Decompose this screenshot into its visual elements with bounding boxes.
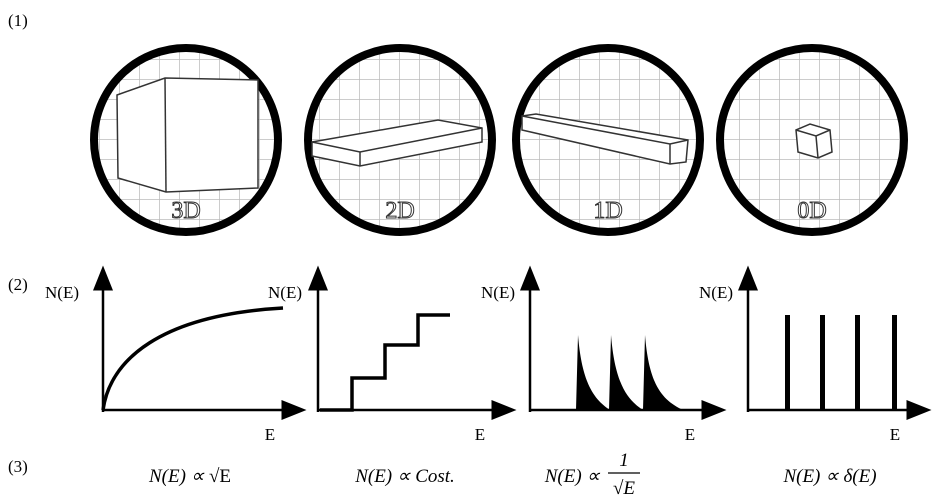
circle-1d: 1D — [512, 44, 704, 236]
y-axis-label: N(E) — [268, 283, 302, 302]
staircase — [320, 313, 450, 412]
panel-label: (2) — [8, 275, 28, 294]
delta-bars — [785, 315, 897, 410]
x-axis-label: E — [265, 425, 275, 444]
x-axis-label: E — [685, 425, 695, 444]
formula-numerator: 1 — [619, 450, 629, 471]
dim-label: 1D — [593, 198, 622, 224]
dim-label: 2D — [385, 198, 414, 224]
formula: N(E) ∝ — [544, 466, 601, 487]
formula-denominator: √E — [613, 478, 635, 499]
y-axis-label: N(E) — [45, 283, 79, 302]
circle-2d: 2D — [304, 44, 496, 236]
y-axis-label: N(E) — [699, 283, 733, 302]
circle-0d: 0D — [716, 44, 908, 236]
circle-3d: 3D — [90, 44, 282, 236]
panel-label: (3) — [8, 457, 28, 476]
x-axis-label: E — [475, 425, 485, 444]
panel-label: (1) — [8, 11, 28, 30]
formula: N(E) ∝ Cost. — [354, 466, 455, 487]
x-axis-label: E — [890, 425, 900, 444]
sqrt-curve — [101, 306, 284, 411]
dim-label: 0D — [797, 198, 826, 224]
spikes — [560, 335, 690, 411]
y-axis-label: N(E) — [481, 283, 515, 302]
formula: N(E) ∝ δ(E) — [782, 466, 876, 487]
formula: N(E) ∝ √E — [148, 466, 231, 487]
dim-label: 3D — [171, 198, 200, 224]
